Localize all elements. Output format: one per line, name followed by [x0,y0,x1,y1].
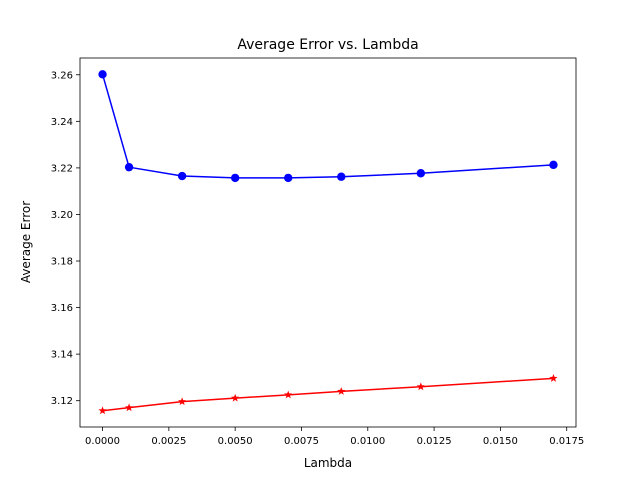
x-tick-label: 0.0125 [417,436,452,447]
y-tick-label: 3.16 [51,303,73,314]
y-tick-label: 3.18 [51,257,73,268]
data-point [337,172,346,181]
series-1-line [101,74,554,179]
x-axis: 0.0000 0.0025 0.0050 0.0075 0.0100 0.0125 0.01… [85,427,584,447]
y-tick-label: 3.12 [51,396,73,407]
data-point [416,169,426,178]
y-tick-label: 3.26 [51,70,73,81]
plot-frame [79,57,577,428]
x-tick-label: 0.0150 [483,436,518,447]
data-point [98,406,107,415]
data-point [337,387,346,395]
y-tick-label: 3.24 [51,117,73,128]
y-tick-label: 3.22 [51,163,73,174]
x-tick-label: 0.0000 [85,436,120,447]
data-point [124,162,134,172]
y-axis: 3.12 3.14 3.16 3.18 3.20 3.22 3.24 3.26 [51,70,80,407]
data-point [98,70,107,79]
x-axis-label: Lambda [304,456,352,470]
chart-title: Average Error vs. Lambda [237,37,418,53]
series-2-line [102,377,554,412]
data-point [124,403,134,412]
plot-area [80,58,576,427]
data-point [549,374,558,382]
data-point [230,173,240,183]
data-point [284,173,293,183]
data-point [549,160,558,170]
series-layer [98,70,558,415]
x-tick-label: 0.0050 [218,436,253,447]
x-tick-label: 0.0025 [151,436,186,447]
x-tick-label: 0.0175 [549,436,584,447]
y-tick-label: 3.14 [51,350,73,361]
data-point [416,382,425,391]
series-2 [98,374,558,415]
data-point [284,390,293,399]
data-point [177,171,187,181]
y-axis-label: Average Error [19,201,33,283]
x-tick-label: 0.0100 [350,436,385,447]
x-tick-label: 0.0075 [284,436,319,447]
data-point [178,397,187,406]
series-1 [98,70,558,183]
data-point [231,393,240,402]
y-tick-label: 3.20 [51,210,73,221]
